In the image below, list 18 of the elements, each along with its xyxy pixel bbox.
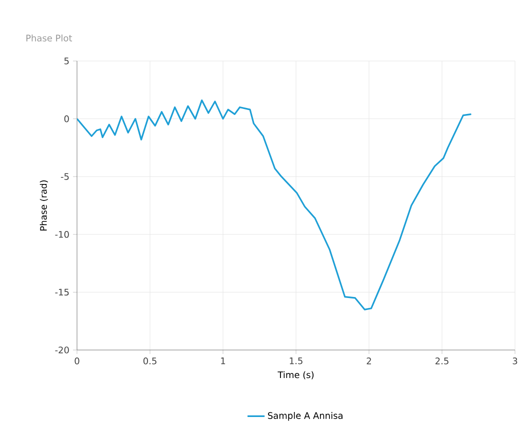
chart-title: Phase Plot bbox=[26, 34, 72, 42]
x-tick-label: 0 bbox=[74, 358, 80, 364]
line-series bbox=[77, 100, 472, 310]
legend-label: Sample A Annisa bbox=[268, 412, 342, 421]
y-axis-title: Phase (rad) bbox=[40, 180, 48, 230]
y-tick-label: -15 bbox=[55, 288, 69, 296]
x-tick-label: 0.5 bbox=[143, 358, 156, 364]
y-tick-label: -5 bbox=[60, 173, 69, 180]
x-tick-label: 2 bbox=[366, 358, 371, 364]
x-tick-label: 1 bbox=[221, 358, 226, 364]
y-tick-label: 5 bbox=[64, 58, 69, 64]
x-tick-label: 2.5 bbox=[436, 358, 448, 364]
y-tick-label: -10 bbox=[55, 230, 69, 238]
y-tick-label: 0 bbox=[64, 115, 69, 122]
y-tick-label: -20 bbox=[55, 346, 69, 354]
x-axis-title: Time (s) bbox=[278, 371, 314, 380]
x-tick-label: 1.5 bbox=[290, 358, 302, 364]
x-tick-label: 3 bbox=[512, 358, 518, 364]
